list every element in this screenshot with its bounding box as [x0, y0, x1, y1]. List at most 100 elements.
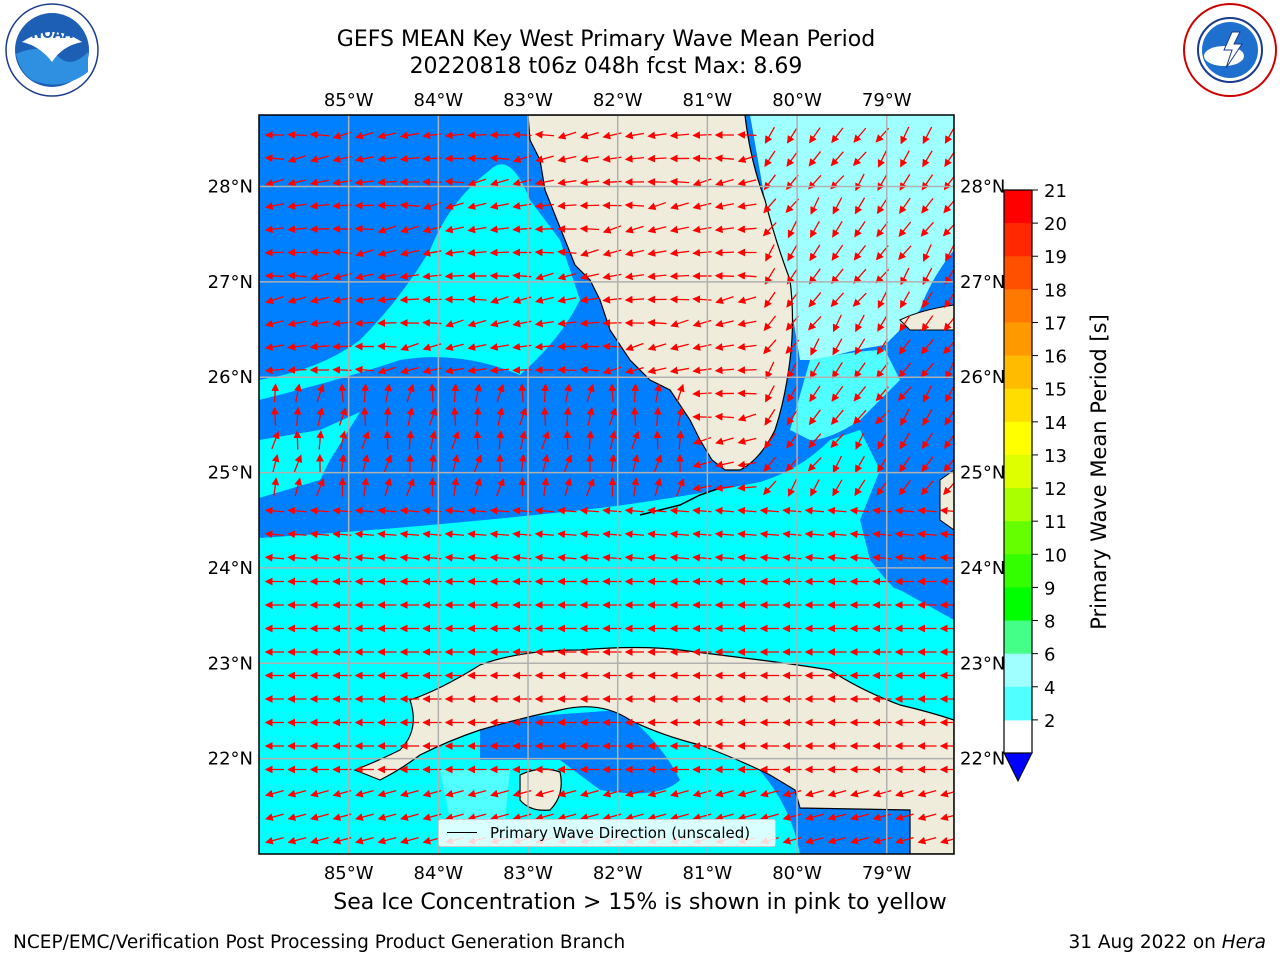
wave-arrow: [625, 225, 644, 234]
wave-arrow: [580, 813, 599, 821]
wave-arrow: [922, 126, 933, 145]
wave-arrow: [939, 506, 954, 515]
chart-title: GEFS MEAN Key West Primary Wave Mean Per…: [336, 27, 876, 52]
wave-arrow: [692, 436, 712, 446]
wave-arrow: [737, 389, 757, 398]
wave-arrow: [737, 342, 757, 351]
wave-arrow: [763, 198, 777, 214]
colorbar-segment: [1004, 223, 1032, 257]
wave-arrow: [782, 813, 802, 821]
wave-arrow: [451, 454, 460, 473]
wave-arrow: [921, 339, 934, 355]
colorbar-segment: [1004, 190, 1032, 224]
wave-arrow: [827, 530, 847, 539]
wave-arrow: [854, 197, 866, 215]
wave-arrow: [399, 553, 420, 562]
wave-arrow: [384, 383, 392, 403]
wave-arrow: [737, 437, 757, 445]
wave-arrow: [355, 813, 374, 821]
wave-arrow: [830, 151, 844, 167]
wave-arrow: [338, 453, 347, 474]
lat-tick-label-right: 26°N: [960, 367, 1005, 388]
wave-arrow: [608, 383, 617, 403]
colorbar-title: Primary Wave Mean Period [s]: [1087, 314, 1111, 630]
wave-arrow: [309, 553, 330, 562]
wave-arrow: [692, 813, 712, 821]
wave-arrow: [804, 530, 825, 539]
wave-arrow: [580, 131, 599, 140]
wave-arrow: [541, 430, 550, 450]
wave-arrow: [400, 342, 419, 352]
wave-arrow: [557, 155, 577, 163]
lon-tick-label: 80°W: [772, 90, 822, 111]
wave-arrow: [853, 386, 867, 402]
wave-arrow: [715, 296, 734, 304]
wave-arrow: [737, 553, 757, 562]
wave-arrow: [787, 385, 798, 403]
wave-arrow: [854, 338, 866, 356]
wave-arrow: [489, 225, 510, 234]
wave-arrow: [917, 506, 937, 515]
wave-arrow: [670, 343, 689, 351]
wave-arrow: [377, 506, 397, 515]
wave-arrow: [855, 314, 865, 333]
lat-tick-label-right: 24°N: [960, 558, 1005, 579]
wave-arrow: [669, 248, 690, 257]
wave-arrow: [782, 530, 802, 539]
wave-arrow: [692, 460, 712, 469]
wave-arrow: [355, 249, 374, 257]
footer-host: Hera: [1221, 932, 1266, 953]
wave-arrow: [917, 836, 937, 845]
wave-arrow: [872, 789, 892, 798]
colorbar-segment: [1004, 554, 1032, 588]
wave-arrow: [354, 365, 375, 374]
wave-arrow: [557, 296, 577, 304]
wave-arrow: [737, 155, 757, 163]
colorbar-label: 8: [1044, 612, 1055, 633]
wave-arrow: [676, 406, 685, 426]
wave-arrow: [489, 154, 510, 163]
colorbar-segment: [1004, 388, 1032, 423]
wave-arrow: [669, 177, 690, 186]
wave-arrow: [535, 155, 554, 163]
footer-branch: NCEP/EMC/Verification Post Processing Pr…: [13, 932, 626, 953]
wave-arrow: [490, 813, 509, 821]
wave-arrow: [895, 836, 914, 845]
wave-arrow: [361, 430, 370, 450]
wave-arrow: [354, 155, 374, 163]
wave-arrow: [287, 296, 307, 304]
wave-arrow: [490, 296, 509, 304]
lon-tick-label: 83°W: [503, 90, 553, 111]
wave-arrow: [541, 383, 550, 403]
wave-arrow: [264, 272, 285, 280]
wave-arrow: [807, 457, 822, 472]
wave-arrow: [922, 408, 933, 426]
wave-arrow: [467, 506, 487, 515]
ocean-high-period-field: [750, 115, 954, 360]
wave-arrow: [853, 127, 867, 143]
wave-arrow: [669, 553, 690, 562]
wave-arrow: [271, 454, 280, 473]
wave-arrow: [852, 292, 867, 307]
wave-arrow: [428, 383, 437, 403]
wave-arrow: [399, 131, 419, 140]
wave-arrow: [944, 126, 954, 144]
wave-arrow: [900, 150, 910, 168]
wave-arrow: [631, 383, 640, 403]
wave-arrow: [602, 295, 622, 304]
wave-arrow: [579, 155, 599, 163]
wave-arrow: [692, 366, 712, 375]
wave-arrow: [287, 366, 307, 375]
wave-arrow: [764, 126, 776, 144]
wave-arrow: [309, 296, 329, 304]
wave-arrow: [579, 506, 600, 515]
wave-arrow: [759, 506, 780, 515]
wave-arrow: [832, 220, 843, 238]
wave-arrow: [809, 244, 821, 262]
wave-arrow: [877, 291, 888, 309]
wave-arrow: [534, 178, 554, 187]
colorbar-segment: [1004, 686, 1032, 721]
wave-arrow: [287, 319, 307, 328]
wave-arrow: [474, 477, 482, 497]
wave-arrow: [557, 789, 577, 798]
